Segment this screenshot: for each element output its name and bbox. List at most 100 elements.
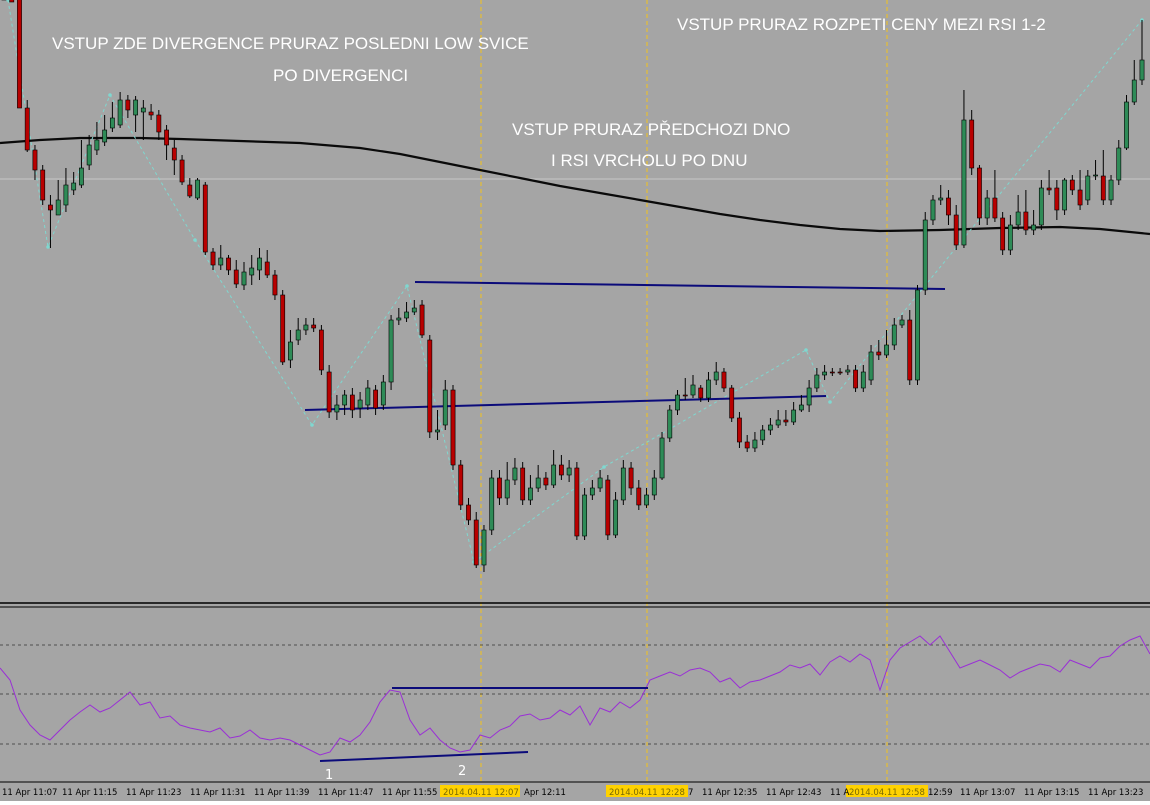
candle-body: [558, 464, 564, 476]
candle-body: [48, 204, 53, 211]
candle-body: [148, 111, 154, 116]
candle-body: [969, 119, 975, 169]
candle-body: [528, 487, 533, 501]
candle-body: [241, 271, 247, 286]
candle-body: [922, 219, 928, 291]
candle-body: [706, 379, 711, 399]
candle-body: [249, 267, 255, 276]
candle-body: [458, 464, 464, 506]
candle-body: [1007, 224, 1013, 251]
candle-body: [860, 371, 866, 389]
time-tick: 11 Apr 13:07: [960, 788, 1015, 798]
time-tick: 11 Apr 12:35: [702, 788, 757, 798]
candle-body: [342, 394, 348, 406]
candle-body: [566, 467, 572, 476]
price-level-line: [414, 281, 946, 290]
candle-body: [582, 494, 588, 537]
rsi-point-label-2: 2: [458, 764, 466, 779]
zigzag-point: [108, 93, 112, 97]
time-tick: 11 Apr 11:23: [126, 788, 181, 798]
candle-body: [489, 477, 495, 531]
candle-body: [798, 404, 804, 411]
candle-body: [644, 494, 649, 506]
candle-body: [195, 179, 200, 199]
price-level-line: [304, 395, 827, 411]
candle-body: [822, 371, 827, 376]
candle-body: [768, 424, 773, 431]
annotation-rsi-peak: I RSI VRCHOLU PO DNU: [551, 151, 747, 170]
annotation-previous-low: VSTUP PRURAZ PŘEDCHOZI DNO: [512, 120, 790, 139]
candle-body: [512, 467, 518, 481]
candle-body: [876, 351, 882, 356]
candle-body: [589, 487, 595, 496]
candle-body: [1139, 59, 1145, 81]
candle-body: [24, 107, 30, 151]
candle-body: [497, 477, 502, 499]
candle-body: [1031, 224, 1037, 231]
candle-body: [946, 197, 951, 216]
candle-body: [9, 0, 15, 3]
time-tick: 11 Apr 11:31: [190, 788, 245, 798]
candle-body: [1085, 175, 1091, 201]
candle-body: [79, 167, 84, 186]
candle-body: [713, 371, 719, 381]
zigzag-point: [310, 423, 314, 427]
zigzag-point: [405, 284, 409, 288]
candle-body: [86, 144, 92, 166]
rsi-point-label-1: 1: [325, 768, 333, 783]
candle-body: [721, 371, 727, 389]
candle-body: [435, 429, 440, 433]
candle-body: [171, 147, 177, 161]
candle-body: [1046, 187, 1052, 191]
candle-body: [326, 371, 332, 413]
highlight-box-1207: [440, 785, 520, 797]
candle-body: [156, 114, 162, 133]
candle-body: [218, 257, 224, 266]
candle-body: [419, 304, 425, 336]
candle-body: [233, 269, 239, 285]
candle-body: [1015, 211, 1021, 226]
candle-body: [1108, 179, 1114, 201]
candle-body: [791, 409, 797, 423]
annotation-divergence-cont: PO DIVERGENCI: [273, 66, 408, 85]
candle-body: [775, 419, 781, 426]
candle-body: [651, 477, 657, 496]
candle-body: [868, 351, 874, 381]
time-tick: Apr 12:11: [524, 788, 566, 798]
zigzag-point: [828, 400, 832, 404]
time-tick: 11 Apr 13:23: [1088, 788, 1143, 798]
candle-body: [380, 381, 386, 406]
candle-body: [334, 404, 340, 413]
candle-body: [179, 159, 185, 183]
time-tick: 11 Apr 11:47: [318, 788, 373, 798]
candle-body: [737, 417, 742, 443]
candle-body: [109, 117, 115, 129]
candle-body: [1062, 179, 1067, 211]
candle-body: [574, 467, 580, 537]
candle-body: [280, 294, 286, 363]
time-tick-highlighted: 2014.04.11 12:07: [443, 788, 519, 798]
candle-body: [63, 184, 69, 206]
candle-body: [1023, 211, 1029, 231]
candle-body: [535, 477, 541, 489]
zigzag-point: [804, 348, 808, 352]
candle-body: [140, 107, 146, 113]
candle-body: [659, 437, 665, 479]
time-tick-highlighted: 2014.04.11 12:58: [849, 788, 925, 798]
zigzag-point: [6, 0, 10, 2]
candle-body: [102, 129, 108, 143]
time-tick: 11 Apr 12:43: [766, 788, 821, 798]
candle-body: [319, 329, 324, 371]
candle-body: [442, 389, 448, 426]
candle-body: [373, 389, 378, 409]
time-tick: 11 Apr 11:39: [254, 788, 309, 798]
candle-body: [264, 261, 270, 276]
candle-body: [117, 99, 123, 126]
candle-body: [1100, 175, 1106, 201]
candle-body: [1069, 179, 1075, 191]
candle-body: [404, 311, 409, 319]
candle-body: [164, 129, 169, 146]
rsi-trend-segments: [319, 687, 648, 762]
candle-body: [984, 197, 990, 219]
candle-body: [543, 477, 549, 486]
